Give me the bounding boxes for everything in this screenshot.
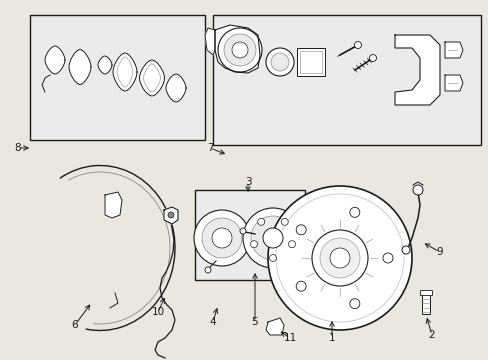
- Bar: [195, 190, 305, 280]
- Circle shape: [412, 185, 422, 195]
- Text: 4: 4: [209, 317, 216, 327]
- Circle shape: [263, 228, 283, 248]
- Text: 7: 7: [206, 143, 213, 153]
- Circle shape: [168, 212, 174, 218]
- Polygon shape: [163, 207, 178, 224]
- Circle shape: [354, 41, 361, 49]
- Bar: [419, 290, 431, 295]
- Bar: [296, 48, 325, 76]
- Circle shape: [401, 246, 409, 254]
- Circle shape: [250, 216, 294, 260]
- Bar: [213, 15, 480, 145]
- Circle shape: [349, 207, 359, 217]
- Circle shape: [369, 54, 376, 62]
- Text: 3: 3: [244, 177, 251, 187]
- Circle shape: [218, 28, 262, 72]
- Circle shape: [202, 218, 242, 258]
- Polygon shape: [98, 56, 112, 74]
- Circle shape: [204, 267, 210, 273]
- Text: 5: 5: [251, 317, 258, 327]
- Text: 8: 8: [15, 143, 21, 153]
- Polygon shape: [139, 60, 164, 96]
- Circle shape: [296, 225, 305, 235]
- Text: 10: 10: [151, 307, 164, 317]
- Circle shape: [329, 248, 349, 268]
- Text: 2: 2: [428, 330, 434, 340]
- Polygon shape: [166, 74, 185, 102]
- Polygon shape: [113, 53, 137, 91]
- Polygon shape: [69, 50, 91, 85]
- Circle shape: [212, 228, 231, 248]
- Bar: [299, 51, 321, 73]
- Text: 1: 1: [328, 333, 335, 343]
- Text: 11: 11: [283, 333, 296, 343]
- Circle shape: [269, 255, 276, 261]
- Circle shape: [231, 42, 247, 58]
- Circle shape: [267, 186, 411, 330]
- Polygon shape: [105, 192, 122, 218]
- Circle shape: [349, 299, 359, 309]
- Polygon shape: [265, 318, 284, 335]
- Polygon shape: [394, 35, 439, 105]
- Circle shape: [194, 210, 249, 266]
- Polygon shape: [215, 25, 260, 73]
- Circle shape: [257, 218, 264, 225]
- Circle shape: [319, 238, 359, 278]
- Bar: [30, 15, 204, 140]
- Polygon shape: [444, 42, 462, 58]
- Circle shape: [270, 53, 288, 71]
- Circle shape: [243, 208, 303, 268]
- Circle shape: [281, 218, 287, 225]
- Circle shape: [296, 281, 305, 291]
- Polygon shape: [204, 28, 215, 55]
- Circle shape: [288, 241, 295, 248]
- Circle shape: [240, 228, 245, 234]
- Polygon shape: [45, 46, 65, 74]
- Text: 6: 6: [72, 320, 78, 330]
- Circle shape: [265, 48, 293, 76]
- Circle shape: [250, 241, 257, 248]
- Text: 9: 9: [436, 247, 443, 257]
- Bar: [421, 292, 429, 314]
- Circle shape: [311, 230, 367, 286]
- Polygon shape: [444, 75, 462, 91]
- Circle shape: [382, 253, 392, 263]
- Circle shape: [224, 34, 256, 66]
